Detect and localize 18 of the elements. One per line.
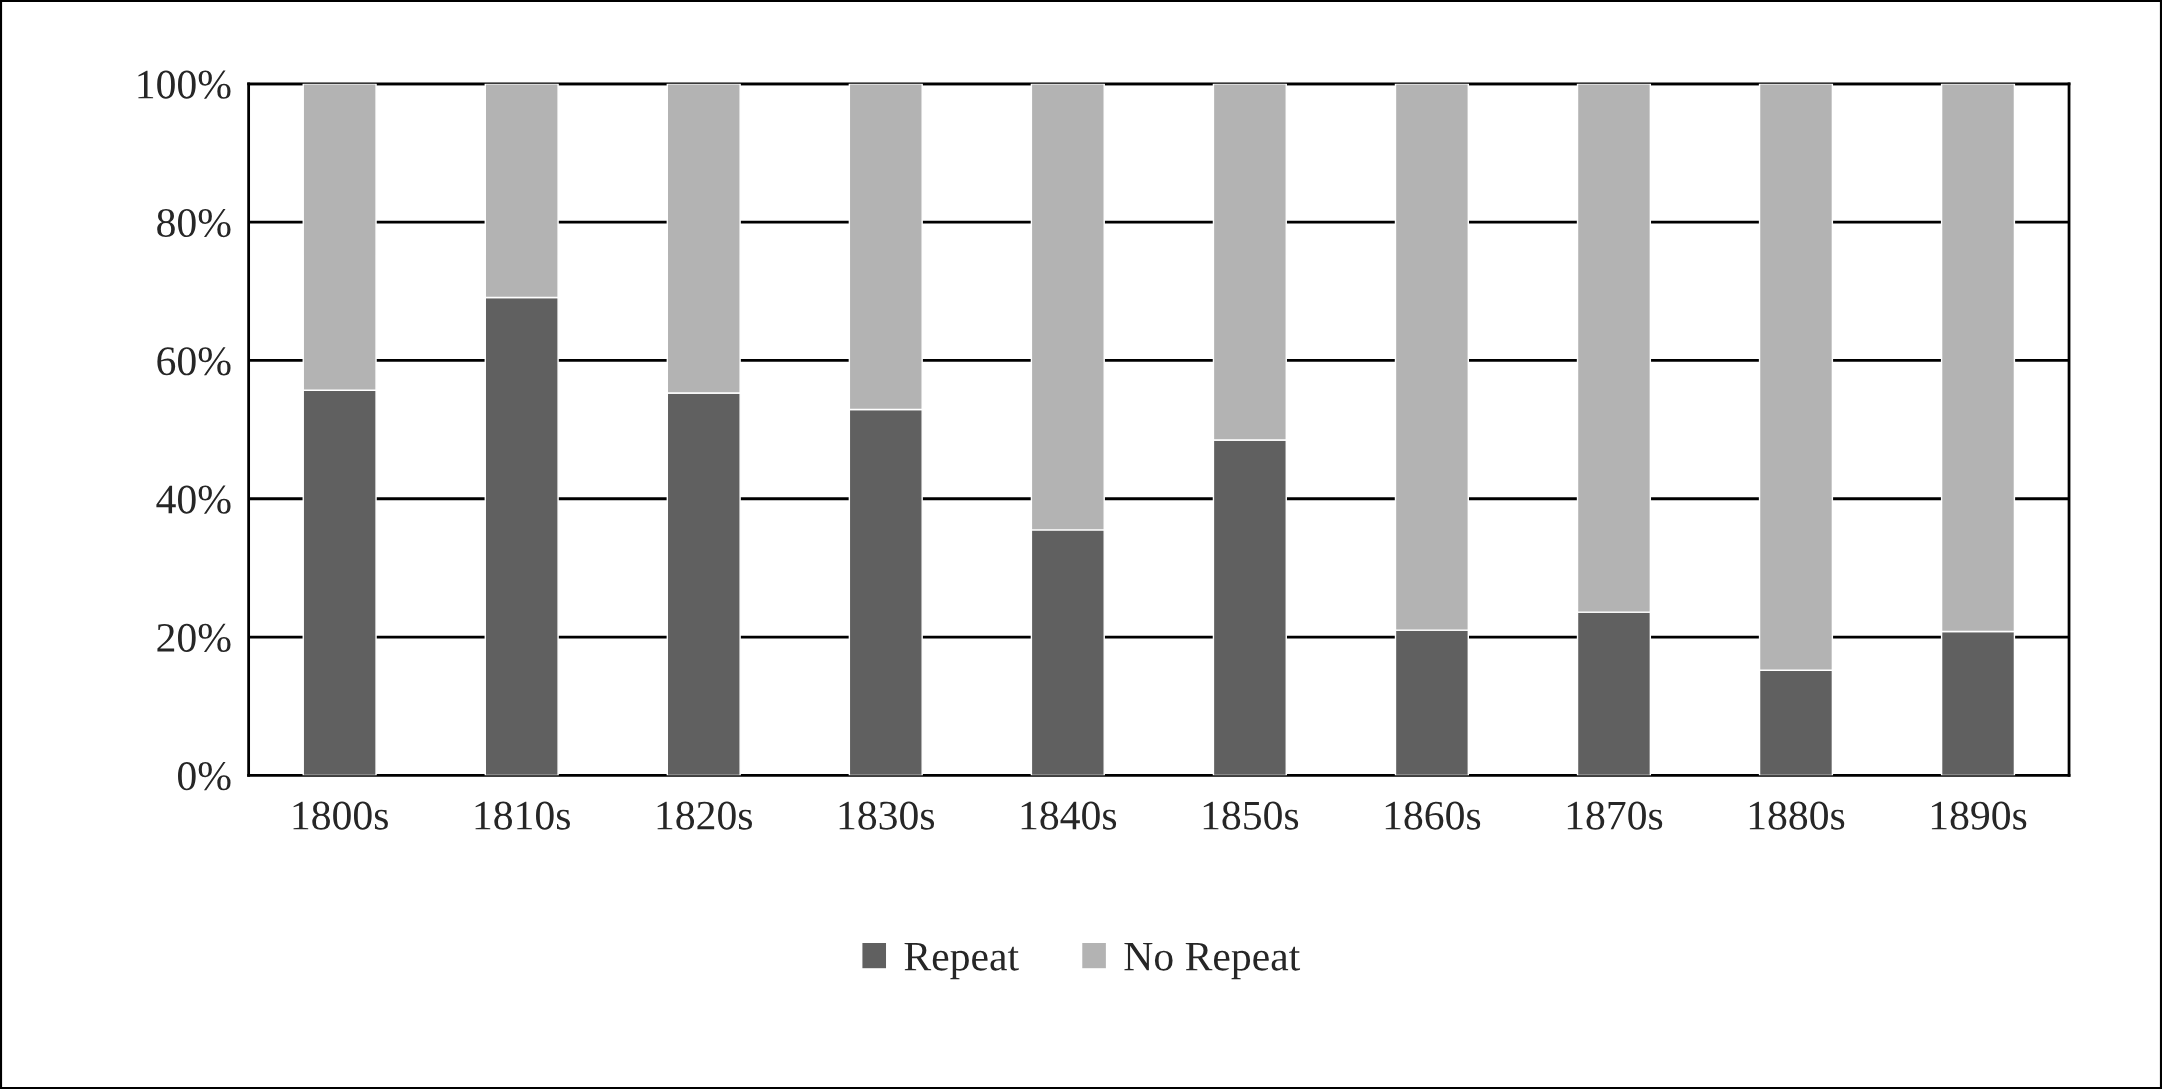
x-tick-label: 1860s: [1385, 801, 1481, 830]
y-tick-label: 80%: [157, 208, 231, 238]
y-tick-label: 40%: [156, 485, 231, 514]
y-tick-label: 20%: [157, 623, 231, 653]
x-tick-label: 1850s: [1203, 801, 1299, 830]
x-tick-label: 1880s: [1749, 801, 1845, 830]
x-tick-label: 1830s: [839, 801, 935, 830]
legend-label: Repeat: [904, 943, 1019, 980]
x-tick-label: 1870s: [1567, 801, 1663, 830]
x-tick-label: 1890s: [1931, 801, 2027, 830]
x-tick-label: 1820s: [657, 801, 752, 830]
x-tick-label: 1810s: [475, 801, 570, 830]
y-tick-label: 0%: [178, 762, 231, 791]
legend-label: No Repeat: [1124, 943, 1301, 980]
x-tick-label: 1800s: [293, 801, 388, 830]
y-tick-label: 100%: [138, 70, 231, 99]
y-tick-label: 60%: [157, 347, 231, 376]
x-tick-label: 1840s: [1021, 801, 1117, 830]
